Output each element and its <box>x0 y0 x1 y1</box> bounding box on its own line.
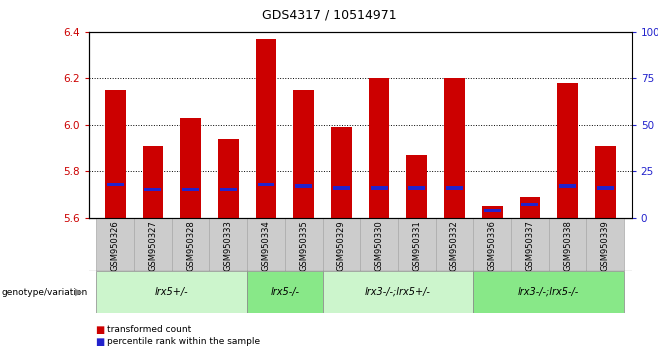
Text: GSM950336: GSM950336 <box>488 220 497 271</box>
Text: GSM950338: GSM950338 <box>563 220 572 271</box>
Text: lrx5+/-: lrx5+/- <box>155 287 189 297</box>
Text: GSM950334: GSM950334 <box>261 220 270 271</box>
Bar <box>368 78 390 218</box>
Bar <box>586 218 624 271</box>
Bar <box>322 271 473 313</box>
Bar <box>409 186 425 190</box>
Bar <box>473 271 624 313</box>
Text: transformed count: transformed count <box>107 325 191 335</box>
Text: GSM950333: GSM950333 <box>224 220 233 271</box>
Text: genotype/variation: genotype/variation <box>1 287 88 297</box>
Text: GSM950339: GSM950339 <box>601 220 610 271</box>
Bar <box>247 271 322 313</box>
Bar <box>285 218 322 271</box>
Text: GSM950332: GSM950332 <box>450 220 459 271</box>
Bar <box>209 218 247 271</box>
Bar <box>473 218 511 271</box>
Text: lrx3-/-;lrx5+/-: lrx3-/-;lrx5+/- <box>365 287 431 297</box>
Bar <box>293 90 314 218</box>
Bar <box>370 186 388 190</box>
Text: GSM950331: GSM950331 <box>413 220 421 271</box>
Bar <box>172 218 209 271</box>
Text: GSM950327: GSM950327 <box>149 220 157 271</box>
Bar <box>96 271 247 313</box>
Bar <box>256 39 276 218</box>
Text: ▶: ▶ <box>75 287 83 297</box>
Bar <box>557 83 578 218</box>
Bar <box>218 139 239 218</box>
Text: GSM950337: GSM950337 <box>525 220 534 271</box>
Bar <box>247 218 285 271</box>
Bar <box>257 183 274 186</box>
Text: percentile rank within the sample: percentile rank within the sample <box>107 337 261 347</box>
Text: ■: ■ <box>95 325 105 335</box>
Text: GSM950335: GSM950335 <box>299 220 308 271</box>
Bar <box>521 203 538 206</box>
Bar <box>446 186 463 190</box>
Bar <box>322 218 361 271</box>
Bar <box>96 218 134 271</box>
Bar <box>295 184 312 188</box>
Bar <box>595 146 616 218</box>
Text: GDS4317 / 10514971: GDS4317 / 10514971 <box>262 9 396 22</box>
Bar <box>107 183 124 186</box>
Bar <box>520 197 540 218</box>
Bar <box>361 218 398 271</box>
Bar <box>143 146 163 218</box>
Bar <box>333 186 350 190</box>
Text: GSM950328: GSM950328 <box>186 220 195 271</box>
Bar <box>597 186 614 190</box>
Text: lrx5-/-: lrx5-/- <box>270 287 299 297</box>
Bar <box>482 206 503 218</box>
Bar <box>444 78 465 218</box>
Bar <box>220 188 237 192</box>
Bar <box>145 188 161 192</box>
Bar <box>407 155 427 218</box>
Text: GSM950326: GSM950326 <box>111 220 120 271</box>
Bar <box>398 218 436 271</box>
Bar <box>436 218 473 271</box>
Bar <box>511 218 549 271</box>
Bar <box>105 90 126 218</box>
Bar <box>549 218 586 271</box>
Text: GSM950329: GSM950329 <box>337 220 346 271</box>
Bar <box>484 209 501 212</box>
Bar <box>182 188 199 192</box>
Bar <box>331 127 352 218</box>
Text: ■: ■ <box>95 337 105 347</box>
Bar <box>134 218 172 271</box>
Bar <box>559 184 576 188</box>
Bar <box>180 118 201 218</box>
Text: lrx3-/-;lrx5-/-: lrx3-/-;lrx5-/- <box>518 287 580 297</box>
Text: GSM950330: GSM950330 <box>374 220 384 271</box>
